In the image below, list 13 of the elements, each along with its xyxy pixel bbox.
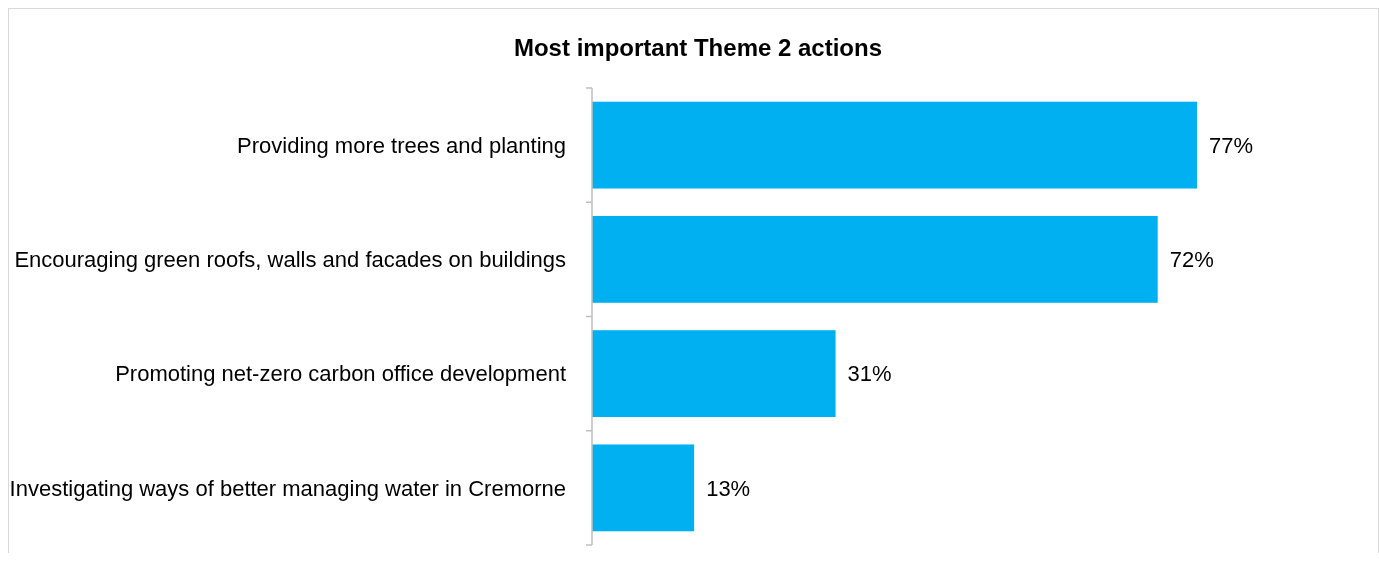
- y-tick-label: Encouraging green roofs, walls and facades on buildings: [14, 247, 567, 273]
- y-tick-label: Promoting net-zero carbon office development: [115, 361, 566, 387]
- data-label: 77%: [1209, 132, 1254, 158]
- bar: [592, 101, 1197, 189]
- data-label: 31%: [847, 361, 892, 387]
- y-tick-label: Providing more trees and planting: [237, 132, 566, 158]
- bar: [592, 444, 695, 532]
- chart-title: Most important Theme 2 actions: [513, 34, 883, 61]
- data-label: 13%: [706, 475, 751, 501]
- data-label: 72%: [1169, 247, 1214, 273]
- bar: [592, 215, 1158, 303]
- bar: [592, 330, 836, 418]
- y-tick-label: Investigating ways of better managing water in Cremorne: [9, 475, 567, 501]
